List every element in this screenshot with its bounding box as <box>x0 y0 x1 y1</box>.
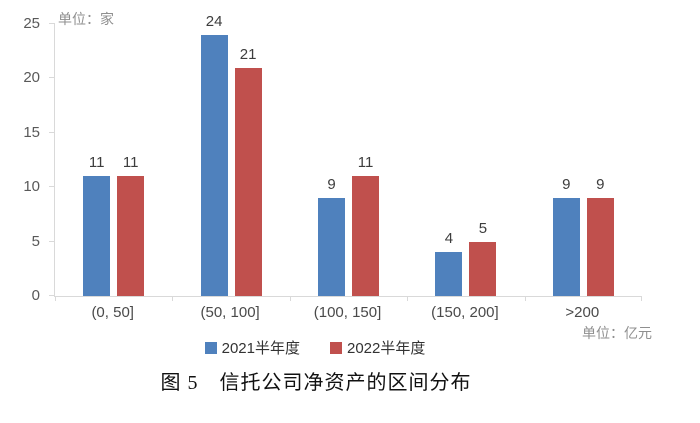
bar-wrap: 11 <box>352 154 380 296</box>
figure-title: 图 5 信托公司净资产的区间分布 <box>160 372 472 394</box>
bar-value-label: 24 <box>205 12 223 30</box>
y-tick-label: 15 <box>23 123 40 141</box>
x-tick-mark <box>289 296 291 301</box>
y-tick-mark <box>49 240 55 242</box>
plot-area: 0 5 10 15 20 25 11 11 24 21 9 11 4 5 9 9 <box>23 14 642 303</box>
x-category-label: (50, 100] <box>200 304 260 321</box>
x-tick-mark <box>55 296 56 301</box>
y-axis: 0 5 10 15 20 25 <box>1 16 55 303</box>
bar-group: 24 21 <box>172 14 289 296</box>
bar-wrap: 24 <box>200 12 228 296</box>
bar-2021半年度 <box>83 176 111 296</box>
bar-wrap: 11 <box>117 154 145 296</box>
bar-2022半年度 <box>234 67 262 296</box>
plot-groups: 11 11 24 21 9 11 4 5 9 9 <box>55 14 642 296</box>
legend-label: 2022半年度 <box>347 340 426 357</box>
bar-wrap: 4 <box>435 230 463 296</box>
bar-group: 9 11 <box>290 155 407 296</box>
x-category-label: >200 <box>565 304 600 321</box>
bar-value-label: 11 <box>122 154 139 172</box>
legend: 2021半年度 2022半年度 <box>0 337 630 358</box>
bar-value-label: 4 <box>444 230 454 248</box>
bar-value-label: 9 <box>596 176 605 194</box>
bar-wrap: 5 <box>469 219 497 296</box>
bar-wrap: 9 <box>552 176 580 296</box>
x-category-label: (0, 50] <box>91 304 134 321</box>
y-tick-mark <box>49 131 55 133</box>
x-axis-ticks <box>55 296 642 301</box>
x-axis-labels: (0, 50] (50, 100] (100, 150] (150, 200] >200 <box>54 304 641 322</box>
x-category-label: (100, 150] <box>313 304 382 321</box>
y-tick-mark <box>49 77 55 79</box>
bar-2022半年度 <box>469 241 497 296</box>
bar-value-label: 11 <box>357 154 374 172</box>
x-axis-unit-label: 单位：亿元 <box>582 325 652 341</box>
y-tick-label: 10 <box>23 178 40 196</box>
legend-swatch-icon <box>330 341 342 354</box>
bar-wrap: 11 <box>83 154 111 296</box>
bar-value-label: 9 <box>562 176 571 194</box>
bar-wrap: 9 <box>318 176 346 296</box>
bar-group: 11 11 <box>55 155 172 296</box>
bar-2021半年度 <box>435 252 463 296</box>
bar-2022半年度 <box>117 176 145 296</box>
bar-wrap: 9 <box>586 176 614 296</box>
legend-item: 2021半年度 <box>204 337 300 358</box>
bar-value-label: 21 <box>239 45 257 63</box>
y-tick-label: 25 <box>23 15 40 32</box>
x-tick-mark <box>524 296 526 301</box>
legend-item: 2022半年度 <box>330 337 425 358</box>
y-tick-mark <box>49 295 55 296</box>
y-tick-mark <box>49 186 55 188</box>
bar-2022半年度 <box>586 198 614 296</box>
bar-2021半年度 <box>200 34 228 296</box>
y-tick-label: 20 <box>23 69 40 87</box>
legend-label: 2021半年度 <box>221 340 300 357</box>
y-tick-label: 0 <box>31 287 40 304</box>
legend-swatch-icon <box>204 341 217 354</box>
x-tick-mark <box>641 296 642 301</box>
bar-2022半年度 <box>352 176 380 296</box>
bar-2021半年度 <box>318 198 346 296</box>
bar-value-label: 11 <box>88 154 105 172</box>
x-tick-mark <box>407 296 409 301</box>
y-tick-label: 5 <box>31 232 40 250</box>
bar-2021半年度 <box>552 198 580 296</box>
y-tick-mark <box>49 23 55 24</box>
bar-value-label: 9 <box>327 176 336 194</box>
y-axis-unit-label: 单位：家 <box>58 11 114 27</box>
bar-wrap: 21 <box>234 45 262 296</box>
title-row: 图 5 信托公司净资产的区间分布 <box>0 366 632 395</box>
bar-value-label: 5 <box>478 219 488 237</box>
x-category-label: (150, 200] <box>431 304 499 321</box>
x-tick-mark <box>172 296 174 301</box>
